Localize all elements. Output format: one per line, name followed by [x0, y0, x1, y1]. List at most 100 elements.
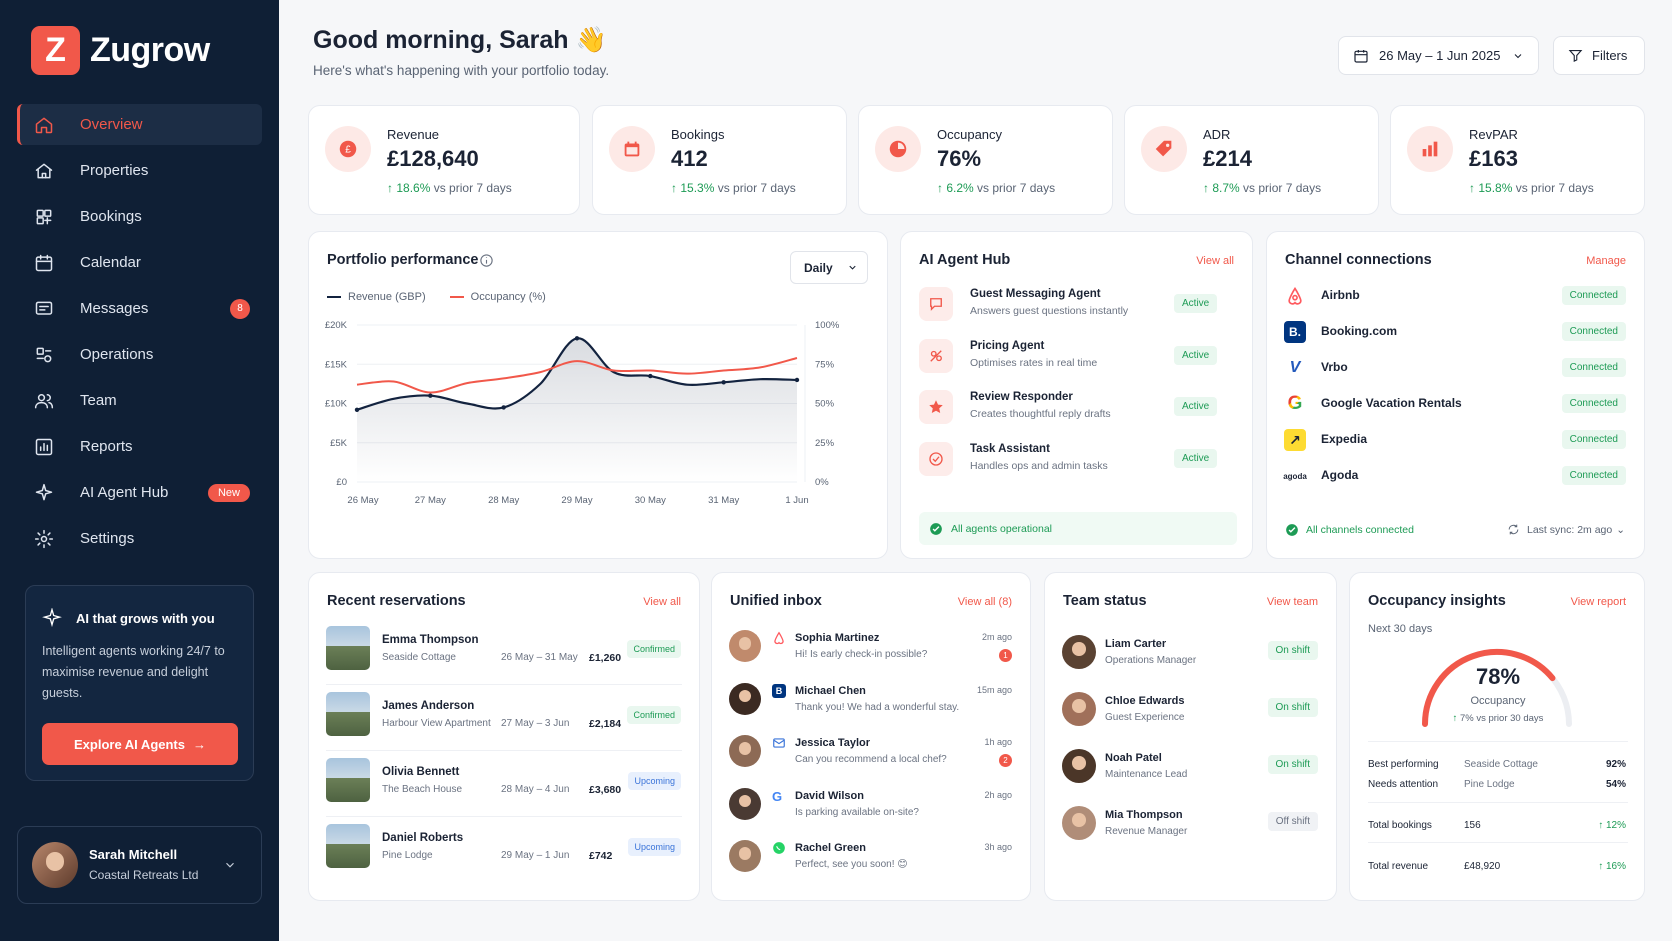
- member-role: Maintenance Lead: [1105, 769, 1188, 780]
- stay-dates: 26 May – 31 May: [501, 652, 578, 663]
- booking-icon: B.: [1284, 321, 1306, 343]
- expedia-icon: ↗: [1284, 429, 1306, 451]
- sidebar-item-bookings[interactable]: Bookings: [17, 196, 262, 237]
- attention-value: 54%: [1605, 779, 1626, 790]
- unread-count-badge: 8: [230, 298, 250, 319]
- status-badge: On shift: [1267, 755, 1318, 774]
- kpi-card-revenue[interactable]: £ Revenue £128,640 ↑ 18.6% vs prior 7 da…: [308, 105, 580, 215]
- status-badge: Connected: [1561, 358, 1626, 377]
- chart-legend: Revenue (GBP) Occupancy (%): [327, 291, 546, 303]
- sidebar-item-overview[interactable]: Overview: [17, 104, 262, 145]
- revenue-point[interactable]: [794, 377, 800, 383]
- sidebar-item-operations[interactable]: Operations: [17, 334, 262, 375]
- arrow-up-icon: ↑: [387, 181, 393, 195]
- promo-title: AI that grows with you: [76, 611, 215, 626]
- avatar: [1062, 692, 1096, 726]
- kpi-change-value: 8.7%: [1212, 181, 1240, 195]
- member-name: Noah Patel: [1105, 752, 1162, 764]
- total-bookings-value: 156: [1464, 820, 1481, 831]
- info-icon[interactable]: [479, 253, 494, 268]
- status-badge: On shift: [1267, 698, 1318, 717]
- arrow-up-icon: ↑: [1203, 181, 1209, 195]
- sidebar-item-label: AI Agent Hub: [80, 484, 169, 501]
- status-badge: On shift: [1267, 641, 1318, 660]
- insights-view-report-link[interactable]: View report: [1570, 596, 1626, 608]
- message-time: 1h ago: [984, 737, 1012, 747]
- avatar: [32, 842, 78, 888]
- channel-name: Agoda: [1321, 468, 1359, 482]
- agents-status-banner: All agents operational: [919, 512, 1237, 545]
- revenue-point[interactable]: [648, 373, 653, 379]
- revenue-point[interactable]: [574, 336, 580, 341]
- unread-badge: 2: [999, 754, 1012, 767]
- sidebar-item-properties[interactable]: Properties: [17, 150, 262, 191]
- reservations-view-all-link[interactable]: View all: [643, 596, 681, 608]
- status-badge: Connected: [1561, 286, 1626, 305]
- app-logo[interactable]: Z Zugrow: [31, 26, 210, 75]
- message-time: 2h ago: [984, 789, 1012, 800]
- user-profile[interactable]: Sarah Mitchell Coastal Retreats Ltd: [17, 826, 262, 904]
- sidebar-item-ai-agent-hub[interactable]: AI Agent Hub New: [17, 472, 262, 513]
- guest-name: James Anderson: [382, 700, 475, 712]
- team-view-link[interactable]: View team: [1266, 596, 1318, 608]
- chat-icon: [919, 287, 953, 321]
- check-circle-icon: [930, 522, 942, 535]
- calendar-icon: [34, 253, 67, 273]
- channel-name: Booking.com: [1321, 324, 1398, 338]
- best-property: Seaside Cottage: [1464, 759, 1538, 770]
- message-preview: Can you recommend a local chef?: [795, 754, 947, 765]
- period-select[interactable]: Daily: [790, 251, 868, 284]
- reports-icon: [34, 437, 67, 457]
- kpi-card-adr[interactable]: ADR £214 ↑ 8.7% vs prior 7 days: [1124, 105, 1379, 215]
- sidebar-item-messages[interactable]: Messages 8: [17, 288, 262, 329]
- inbox-view-all-link[interactable]: View all (8): [957, 596, 1012, 608]
- bookings-change-text: 12%: [1605, 820, 1626, 831]
- status-badge: Active: [1174, 294, 1218, 313]
- channels-status-text: All channels connected: [1306, 524, 1414, 536]
- revenue-point[interactable]: [428, 393, 433, 398]
- divider: [1368, 802, 1628, 803]
- message-time: 15m ago: [976, 684, 1012, 695]
- last-sync[interactable]: Last sync: 2m ago ⌄: [1507, 523, 1625, 536]
- agent-name: Review Responder: [970, 391, 1073, 403]
- revenue-point[interactable]: [354, 407, 360, 412]
- kpi-card-bookings[interactable]: Bookings 412 ↑ 15.3% vs prior 7 days: [592, 105, 847, 215]
- revenue-point[interactable]: [721, 380, 726, 385]
- sidebar-item-calendar[interactable]: Calendar: [17, 242, 262, 283]
- legend-occupancy: Occupancy (%): [470, 291, 546, 303]
- filters-button[interactable]: Filters: [1553, 36, 1645, 75]
- property-photo: [326, 692, 370, 736]
- kpi-card-revpar[interactable]: RevPAR £163 ↑ 15.8% vs prior 7 days: [1390, 105, 1645, 215]
- message-preview: Perfect, see you soon! 😊: [795, 859, 908, 870]
- refresh-icon: [1508, 524, 1519, 535]
- sidebar-item-settings[interactable]: Settings: [17, 518, 262, 559]
- kpi-label: Bookings: [671, 127, 725, 142]
- status-badge: Confirmed: [627, 640, 681, 658]
- calendar-icon: [1354, 49, 1368, 63]
- x-tick: 31 May: [708, 495, 739, 506]
- sidebar-item-team[interactable]: Team: [17, 380, 262, 421]
- promo-text: Intelligent agents working 24/7 to maxim…: [42, 644, 225, 700]
- kpi-change-value: 18.6%: [396, 181, 431, 195]
- date-range-picker[interactable]: 26 May – 1 Jun 2025: [1338, 36, 1539, 75]
- agents-view-all-link[interactable]: View all: [1196, 255, 1234, 267]
- portfolio-performance-card: Portfolio performance Daily Revenue (GBP…: [308, 231, 888, 559]
- arrow-up-icon: ↑: [937, 181, 943, 195]
- explore-agents-button[interactable]: Explore AI Agents →: [42, 723, 238, 765]
- reservations-title: Recent reservations: [327, 593, 466, 609]
- channels-manage-link[interactable]: Manage: [1586, 255, 1626, 267]
- x-tick: 1 Jun: [785, 495, 808, 506]
- check-circle-icon: [1286, 524, 1298, 536]
- sidebar-item-reports[interactable]: Reports: [17, 426, 262, 467]
- avatar: [1062, 806, 1096, 840]
- legend-occupancy-swatch: [449, 296, 464, 298]
- gauge-label: Occupancy: [1470, 695, 1526, 707]
- kpi-card-occupancy[interactable]: Occupancy 76% ↑ 6.2% vs prior 7 days: [858, 105, 1113, 215]
- status-badge: Connected: [1561, 322, 1626, 341]
- agent-description: Handles ops and admin tasks: [970, 459, 1108, 472]
- guest-name: Daniel Roberts: [382, 832, 464, 844]
- bar-icon: [1407, 126, 1453, 172]
- attention-label: Needs attention: [1368, 779, 1439, 790]
- revenue-point[interactable]: [501, 405, 506, 410]
- svg-text:£: £: [345, 145, 351, 156]
